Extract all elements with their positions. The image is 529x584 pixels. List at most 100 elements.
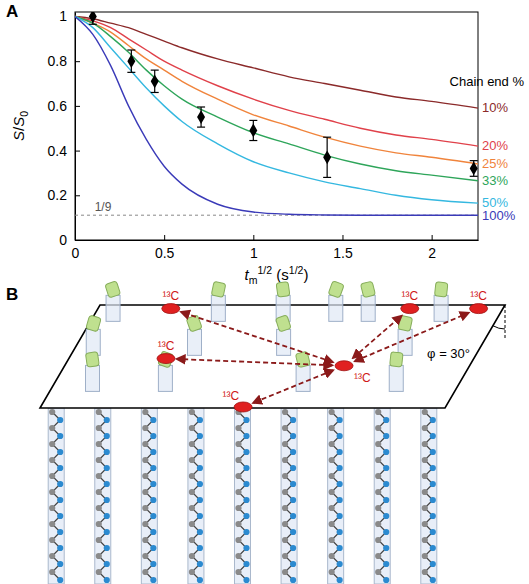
plot-area — [75, 12, 478, 215]
chain-atom — [243, 449, 249, 455]
chain-atom — [189, 553, 195, 559]
chain-atom — [383, 497, 389, 503]
x-tick-label: 0 — [72, 245, 80, 261]
column-tube — [86, 329, 100, 355]
chain-atom — [375, 473, 381, 479]
chain-atom — [290, 577, 296, 583]
chain-atom — [197, 433, 203, 439]
chain-atom — [243, 561, 249, 567]
y-tick-mark — [75, 106, 80, 107]
dipolar-arrow — [253, 370, 333, 403]
chain-atom — [290, 561, 296, 567]
figure: A00.511.5200.20.40.60.81tm1/2 (s1/2)S/S0… — [0, 0, 529, 584]
chain-atom — [96, 473, 102, 479]
chain-atom — [142, 521, 148, 527]
chain-atom — [49, 473, 55, 479]
column-tube — [211, 295, 225, 321]
chain-atom — [375, 505, 381, 511]
chain-atom — [383, 513, 389, 519]
chain-column — [188, 408, 204, 584]
error-bar-cap — [89, 24, 97, 25]
chain-atom — [189, 537, 195, 543]
data-point — [470, 162, 478, 176]
chain-atom — [290, 513, 296, 519]
chain-atom — [337, 529, 343, 535]
chain-atom — [329, 441, 335, 447]
chain-atom — [383, 529, 389, 535]
chain-atom — [337, 417, 343, 423]
chain-atom — [290, 465, 296, 471]
chain-atom — [197, 545, 203, 551]
chain-atom — [337, 545, 343, 551]
y-tick-mark — [75, 195, 80, 196]
chain-atom — [329, 473, 335, 479]
chain-atom — [49, 569, 55, 575]
column-tube — [421, 408, 437, 584]
error-bar-cap — [323, 137, 331, 138]
chain-atom — [422, 505, 428, 511]
chain-atom — [282, 489, 288, 495]
chain-atom — [282, 521, 288, 527]
chain-atom — [282, 425, 288, 431]
x-tick-mark — [432, 235, 433, 240]
panel-label: B — [6, 285, 18, 304]
chain-atom — [290, 481, 296, 487]
chain-atom — [282, 505, 288, 511]
chain-atom — [189, 441, 195, 447]
chain-atom — [150, 449, 156, 455]
chain-atom — [150, 417, 156, 423]
chain-atom — [49, 537, 55, 543]
error-bar-cap — [127, 72, 135, 73]
chain-atom — [422, 537, 428, 543]
text-part: (s — [272, 266, 289, 283]
chain-atom — [189, 425, 195, 431]
x-tick-label: 1 — [250, 245, 258, 261]
column-tube — [374, 408, 390, 584]
chain-atom — [243, 577, 249, 583]
error-bar-cap — [151, 70, 159, 71]
text-part: ) — [303, 266, 308, 283]
chain-atom — [375, 521, 381, 527]
chain-atom — [337, 497, 343, 503]
chain-atom — [282, 441, 288, 447]
chain-atom — [375, 537, 381, 543]
chain-atom — [96, 441, 102, 447]
surface-column — [295, 351, 310, 391]
chain-atom — [197, 417, 203, 423]
chain-column — [328, 408, 344, 584]
chain-atom — [235, 457, 241, 463]
chain-atom — [142, 489, 148, 495]
chain-atom — [235, 505, 241, 511]
chain-atom — [104, 513, 110, 519]
chain-atom — [375, 457, 381, 463]
column-tube — [296, 365, 310, 391]
chain-atom — [49, 457, 55, 463]
chain-atom — [282, 553, 288, 559]
angle-label: φ = 30° — [427, 346, 470, 361]
chain-atom — [430, 577, 436, 583]
chain-atom — [57, 433, 63, 439]
chain-atom — [235, 425, 241, 431]
carbon-13-site — [162, 304, 180, 314]
text-part: S — [10, 131, 27, 141]
y-tick-label: 1 — [59, 8, 67, 24]
chain-atom — [142, 441, 148, 447]
series-line — [75, 16, 478, 203]
x-tick-mark — [164, 235, 165, 240]
chain-atom — [150, 465, 156, 471]
chain-atom — [422, 425, 428, 431]
chain-atom — [96, 553, 102, 559]
chain-atom — [104, 561, 110, 567]
chain-atom — [142, 425, 148, 431]
chain-atom — [290, 529, 296, 535]
chain-atom — [329, 425, 335, 431]
x-tick: 2 — [428, 235, 436, 261]
chain-end-cap — [211, 281, 226, 297]
y-tick-mark — [75, 61, 80, 62]
chain-atom — [197, 497, 203, 503]
chain-atom — [197, 529, 203, 535]
carbon-13-site — [401, 304, 419, 314]
x-tick-mark — [253, 235, 254, 240]
chain-atom — [375, 409, 381, 415]
chain-end-cap — [328, 281, 344, 298]
